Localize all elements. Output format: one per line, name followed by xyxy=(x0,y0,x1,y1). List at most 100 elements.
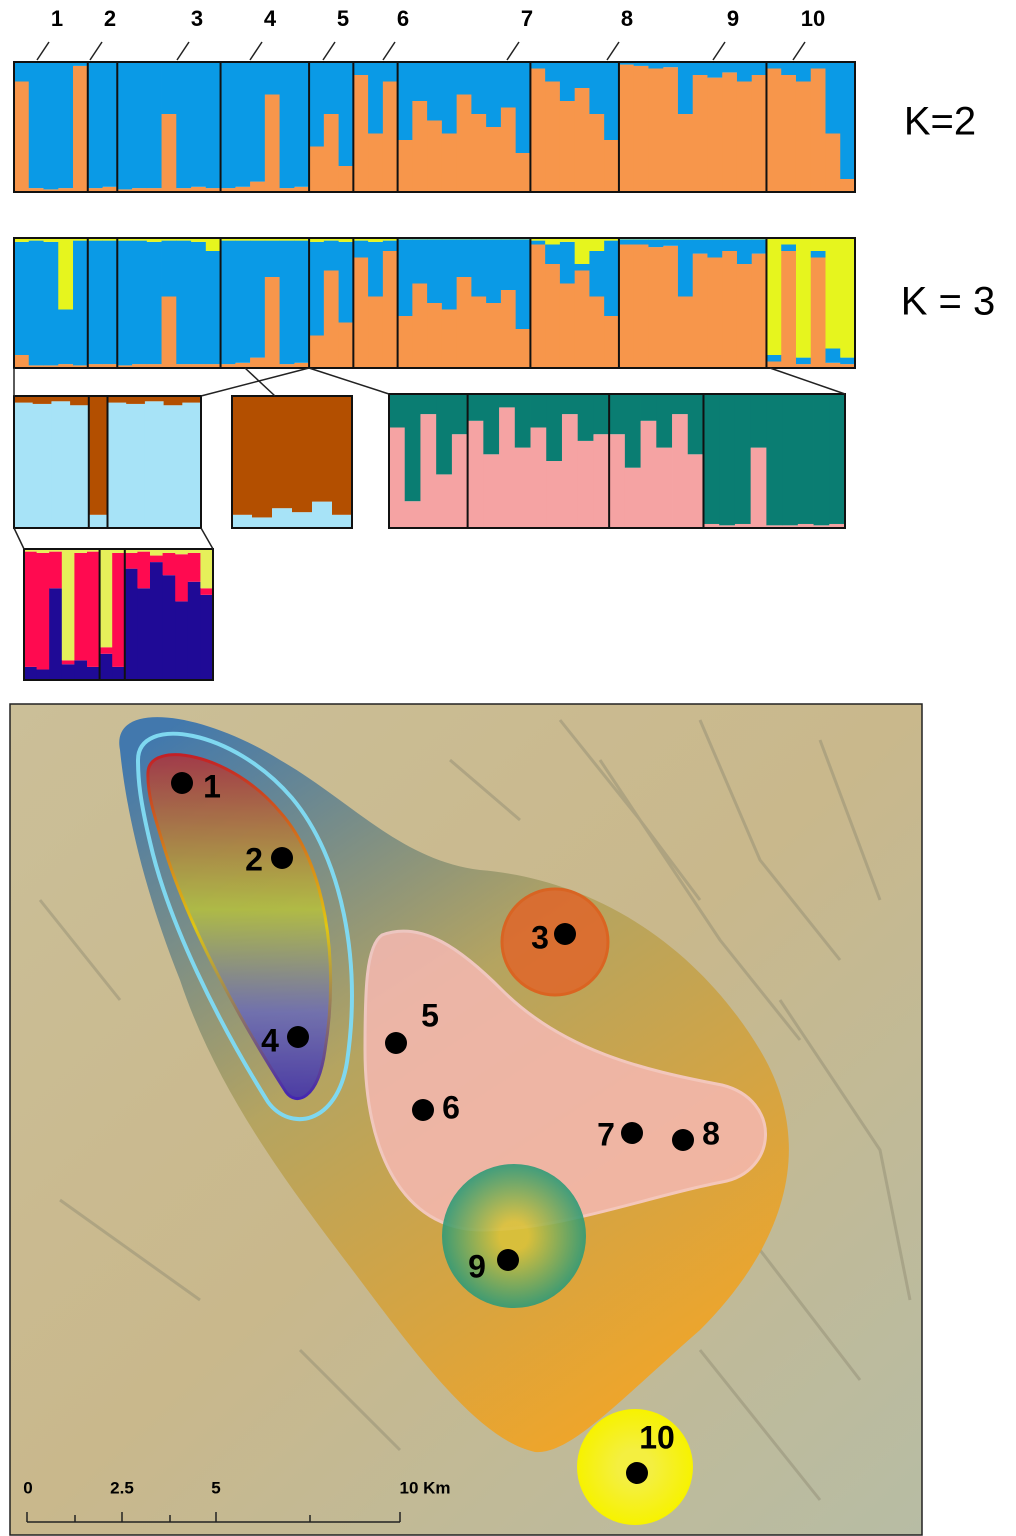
bar-segment xyxy=(145,401,164,528)
bar-segment xyxy=(368,134,383,193)
bar-segment xyxy=(324,114,339,192)
bar-segment xyxy=(796,358,811,365)
bar-segment xyxy=(471,114,486,192)
site-label: 4 xyxy=(261,1022,279,1058)
bar-segment xyxy=(312,502,332,528)
bar-segment xyxy=(531,428,547,529)
bar-segment xyxy=(339,242,354,323)
bar-segment xyxy=(368,62,383,134)
bar-segment xyxy=(188,582,201,680)
site-dot xyxy=(621,1122,643,1144)
bar-segment xyxy=(648,247,663,368)
bar-segment xyxy=(175,554,188,601)
bar-segment xyxy=(578,394,594,441)
bar-segment xyxy=(737,62,752,82)
bar-segment xyxy=(609,434,625,528)
bar-segment xyxy=(766,69,781,193)
bar-segment xyxy=(58,238,73,310)
bar-segment xyxy=(250,241,265,358)
bar-segment xyxy=(383,241,398,251)
bar-segment xyxy=(62,664,75,680)
bar-segment xyxy=(427,303,442,368)
site-dot xyxy=(554,923,576,945)
bar-segment xyxy=(486,62,501,127)
bar-segment xyxy=(589,297,604,369)
bar-segment xyxy=(766,238,781,355)
bar-segment xyxy=(678,114,693,192)
bar-segment xyxy=(368,297,383,369)
bar-segment xyxy=(14,62,29,82)
bar-segment xyxy=(353,75,368,192)
bar-segment xyxy=(44,62,59,189)
bar-segment xyxy=(137,552,150,589)
bar-segment xyxy=(575,238,590,264)
bar-segment xyxy=(221,241,236,365)
bar-segment xyxy=(752,75,767,192)
bar-segment xyxy=(265,277,280,368)
site-dot xyxy=(271,847,293,869)
bar-segment xyxy=(427,239,442,303)
leader-line xyxy=(507,42,519,60)
bar-segment xyxy=(280,62,295,188)
leader-line xyxy=(37,42,49,60)
bar-segment xyxy=(206,238,221,251)
region-site3 xyxy=(502,889,608,995)
bar-segment xyxy=(825,134,840,193)
bar-segment xyxy=(825,238,840,349)
bar-segment xyxy=(545,245,560,265)
bar-segment xyxy=(150,556,163,563)
bar-segment xyxy=(14,82,29,193)
bar-segment xyxy=(24,667,37,680)
bar-segment xyxy=(14,403,33,528)
bar-segment xyxy=(641,394,657,421)
bar-segment xyxy=(162,241,177,297)
scale-label: 0 xyxy=(23,1478,32,1497)
bar-segment xyxy=(766,394,782,525)
bar-segment xyxy=(49,552,62,589)
population-label: 7 xyxy=(521,6,533,31)
bar-segment xyxy=(436,474,452,528)
bar-segment xyxy=(825,349,840,363)
bar-segment xyxy=(545,82,560,193)
bar-segment xyxy=(29,241,44,366)
bar-segment xyxy=(678,297,693,369)
bar-segment xyxy=(420,414,436,528)
bar-segment xyxy=(88,62,103,188)
bar-segment xyxy=(163,575,176,680)
bar-segment xyxy=(515,394,531,448)
bar-segment xyxy=(560,62,575,101)
population-label: 10 xyxy=(801,6,825,31)
bar-segment xyxy=(294,62,309,187)
bar-segment xyxy=(103,62,118,187)
bar-segment xyxy=(37,670,50,680)
bar-segment xyxy=(312,396,332,502)
bar-segment xyxy=(191,62,206,187)
bar-segment xyxy=(324,271,339,369)
bar-segment xyxy=(112,553,125,667)
bar-segment xyxy=(619,65,634,192)
bar-segment xyxy=(292,512,312,528)
bar-segment xyxy=(501,290,516,368)
bar-segment xyxy=(766,355,781,362)
bar-segment xyxy=(324,62,339,114)
bar-segment xyxy=(427,121,442,193)
bar-segment xyxy=(74,660,87,680)
bar-segment xyxy=(530,245,545,369)
bar-segment xyxy=(782,394,798,525)
bar-segment xyxy=(707,258,722,369)
bar-segment xyxy=(619,239,634,244)
bar-segment xyxy=(368,242,383,297)
population-label: 4 xyxy=(264,6,277,31)
bar-segment xyxy=(604,316,619,368)
bar-segment xyxy=(353,62,368,75)
bar-segment xyxy=(353,241,368,258)
bar-segment xyxy=(678,239,693,296)
site-dot xyxy=(287,1026,309,1048)
bar-segment xyxy=(663,246,678,368)
bar-segment xyxy=(176,62,191,188)
bar-segment xyxy=(530,69,545,193)
bar-segment xyxy=(609,394,625,434)
bar-segment xyxy=(272,508,292,528)
connector xyxy=(14,528,24,549)
bar-segment xyxy=(593,434,609,528)
